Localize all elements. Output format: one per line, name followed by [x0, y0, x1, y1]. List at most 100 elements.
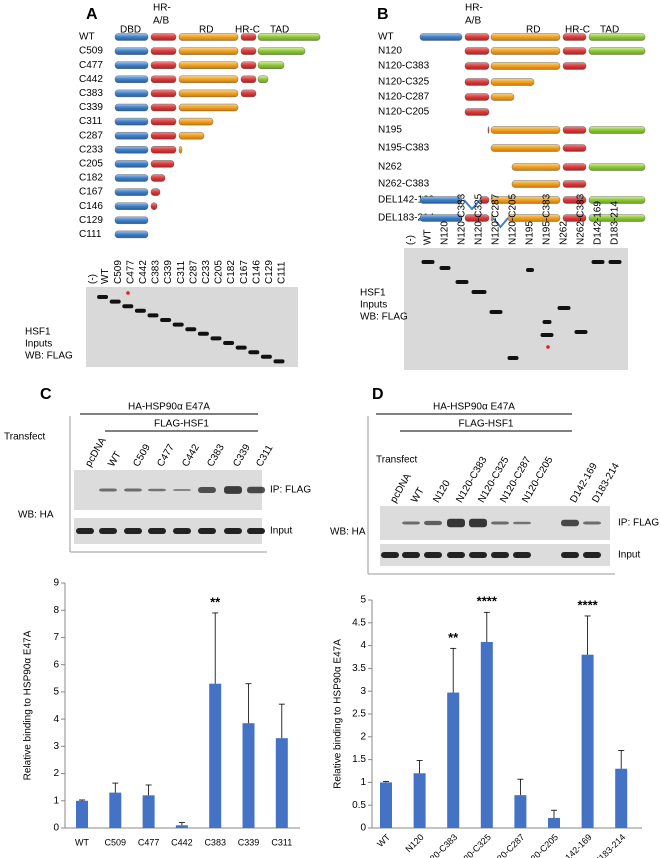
- gel-caption: HSF1: [25, 327, 51, 338]
- prey-label: FLAG-HSF1: [154, 419, 209, 430]
- y-tick-label: 2: [53, 768, 59, 779]
- y-tick-label: 0: [360, 823, 366, 834]
- blot-label: Input: [270, 526, 292, 537]
- lane-label: N120-C287: [491, 193, 502, 245]
- domain-box: [150, 75, 177, 84]
- domain-box: [178, 103, 239, 112]
- gel-band: [248, 350, 260, 355]
- domain-box: [240, 33, 257, 41]
- domain-box: [490, 47, 561, 55]
- lane-label: C477: [155, 442, 177, 469]
- bar: [480, 641, 493, 828]
- lane-label: C509: [131, 442, 153, 469]
- lane-label: D183-214: [610, 201, 621, 245]
- blot-band: [402, 521, 420, 525]
- domain-box: [588, 33, 646, 41]
- x-tick-label: C477: [138, 837, 160, 847]
- domain-box: [150, 160, 175, 168]
- blot-band: [124, 488, 142, 492]
- y-tick-label: 4: [360, 640, 366, 651]
- gel-band: [122, 304, 134, 309]
- domain-box: [150, 174, 166, 182]
- x-tick-label: C383: [204, 837, 226, 847]
- domain-box: [240, 61, 257, 69]
- x-tick-label: WT: [75, 837, 89, 847]
- gel-band: [421, 260, 435, 264]
- lane-label: N120-C205: [508, 193, 519, 245]
- lane-label: N195: [525, 221, 536, 245]
- bar: [275, 738, 288, 828]
- x-tick-label: C311: [271, 837, 292, 847]
- x-tick-label: N120-C287: [487, 832, 527, 858]
- blot-band: [561, 519, 579, 527]
- blot-band: [124, 528, 142, 534]
- lane-label: C129: [264, 260, 275, 284]
- construct-label: N120: [378, 46, 402, 57]
- bar: [514, 795, 527, 828]
- bar: [447, 692, 460, 828]
- domain-box: [257, 61, 285, 69]
- construct-label: N120-C205: [378, 107, 430, 118]
- construct-label: N262: [378, 162, 402, 173]
- domain-box: [114, 33, 149, 41]
- gel-band: [557, 306, 571, 310]
- construct-label: C287: [79, 130, 103, 141]
- construct-label: C311: [79, 116, 103, 127]
- blot-band: [247, 528, 265, 534]
- domain-box: [150, 202, 158, 210]
- domain-label: TAD: [600, 25, 619, 36]
- gel-band: [471, 290, 487, 294]
- x-tick-label: N120-C383: [420, 832, 460, 858]
- domain-box: [490, 126, 561, 134]
- y-tick-label: 5: [360, 595, 366, 606]
- blot-band: [247, 486, 265, 494]
- gel-band: [109, 299, 121, 304]
- gel-band: [439, 266, 451, 270]
- domain-box: [464, 214, 490, 222]
- domain-box: [562, 214, 587, 222]
- lane-label: (-): [88, 274, 99, 284]
- domain-box: [178, 146, 183, 154]
- domain-box: [114, 216, 149, 225]
- blot-band: [447, 518, 465, 528]
- domain-box: [150, 61, 177, 69]
- bar: [109, 792, 122, 828]
- domain-box: [240, 47, 257, 55]
- domain-box: [562, 126, 587, 134]
- y-tick-label: 8: [53, 605, 59, 616]
- lane-label: C111: [277, 261, 288, 284]
- x-tick-label: Del 142-169: [552, 832, 594, 858]
- construct-label: C383: [79, 88, 103, 99]
- bar: [615, 768, 628, 828]
- gel-band: [197, 331, 209, 336]
- domain-box: [114, 47, 149, 55]
- gel-band: [455, 280, 469, 284]
- domain-box: [257, 33, 321, 41]
- domain-box: [114, 103, 149, 112]
- domain-box: [114, 230, 149, 239]
- construct-label: N120-C383: [378, 61, 430, 72]
- blot-band: [583, 521, 601, 525]
- blot-band: [148, 528, 166, 534]
- construct-label: C111: [79, 229, 102, 240]
- lane-label: C287: [188, 260, 199, 284]
- lane-label: C383: [205, 442, 227, 469]
- domain-box: [257, 47, 306, 55]
- transfect-label: Transfect: [376, 455, 418, 466]
- deletion: [463, 199, 481, 211]
- domain-box: [588, 126, 646, 134]
- lane-label: N262-C383: [576, 193, 587, 245]
- wb-label: WB: HA: [18, 510, 54, 521]
- domain-box: [178, 131, 205, 140]
- domain-label: DBD: [120, 25, 141, 36]
- panel-label: A: [86, 6, 98, 23]
- y-tick-label: 4: [53, 714, 59, 725]
- lane-label: C442: [180, 442, 202, 469]
- annotation: ****: [577, 597, 598, 612]
- panel-label: D: [372, 386, 384, 403]
- gel-band: [147, 313, 159, 318]
- gel-band: [489, 310, 503, 314]
- panel-label: C: [40, 386, 52, 403]
- deletion: [492, 217, 509, 229]
- blot-band: [424, 552, 442, 558]
